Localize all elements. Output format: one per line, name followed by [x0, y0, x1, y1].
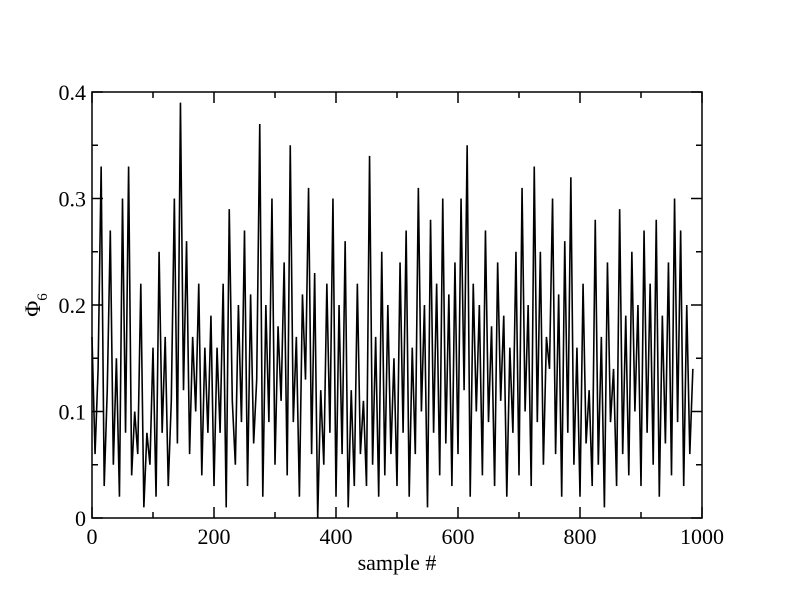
x-tick-label: 400 [320, 524, 353, 549]
y-tick-label: 0.1 [59, 400, 87, 425]
y-axis-label: Φ6 [20, 293, 51, 317]
x-tick-label: 1000 [680, 524, 724, 549]
x-tick-label: 0 [87, 524, 98, 549]
y-axis-label-subscript: 6 [35, 293, 51, 301]
x-axis-label: sample # [358, 550, 437, 575]
y-tick-label: 0 [75, 506, 86, 531]
y-axis-label-main: Φ [20, 301, 45, 317]
data-line [91, 102, 694, 519]
y-tick-label: 0.3 [59, 187, 87, 212]
y-tick-label: 0.4 [59, 80, 87, 105]
x-tick-label: 800 [564, 524, 597, 549]
x-tick-label: 600 [442, 524, 475, 549]
x-tick-label: 200 [198, 524, 231, 549]
y-tick-label: 0.2 [59, 293, 87, 318]
